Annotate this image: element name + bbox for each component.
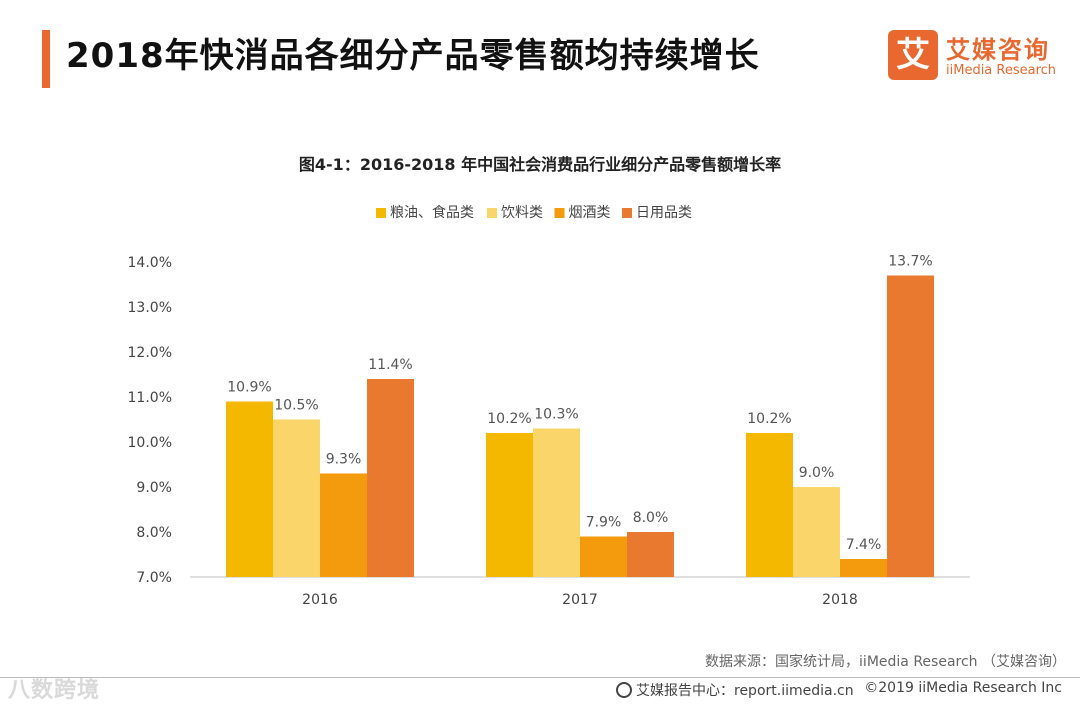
- report-center-link[interactable]: 艾媒报告中心：report.iimedia.cn: [616, 680, 854, 700]
- legend-label-2: 烟酒类: [569, 205, 611, 221]
- data-label: 7.4%: [846, 537, 882, 553]
- bar-2017-2: [580, 536, 627, 577]
- bar-2018-3: [887, 275, 934, 577]
- report-center-text: 艾媒报告中心：report.iimedia.cn: [636, 683, 854, 699]
- bar-2018-2: [840, 559, 887, 577]
- y-tick-label: 7.0%: [136, 570, 172, 586]
- legend-label-3: 日用品类: [636, 205, 692, 221]
- bar-2017-0: [486, 433, 533, 577]
- title-accent-bar: [42, 30, 50, 88]
- x-tick-label: 2016: [302, 592, 338, 608]
- globe-icon: [616, 682, 632, 698]
- page-title: 2018年快消品各细分产品零售额均持续增长: [66, 36, 760, 76]
- y-tick-label: 13.0%: [128, 300, 172, 316]
- y-tick-label: 12.0%: [128, 345, 172, 361]
- bar-2017-1: [533, 428, 580, 577]
- legend-swatch-2: [554, 208, 565, 218]
- data-label: 11.4%: [368, 357, 412, 373]
- data-label: 10.2%: [747, 411, 791, 427]
- x-tick-label: 2017: [562, 592, 598, 608]
- legend-label-1: 饮料类: [501, 205, 543, 221]
- bar-2018-1: [793, 487, 840, 577]
- footer-divider: [0, 677, 1080, 678]
- chart-title: 图4-1：2016-2018 年中国社会消费品行业细分产品零售额增长率: [299, 155, 781, 174]
- bar-2017-3: [627, 532, 674, 577]
- logo-mark: 艾: [888, 30, 938, 80]
- logo-name-cn: 艾媒咨询: [946, 36, 1050, 64]
- copyright: ©2019 iiMedia Research Inc: [864, 680, 1062, 696]
- logo-name-en: iiMedia Research: [946, 63, 1057, 78]
- iimedia-logo: 艾 艾媒咨询 iiMedia Research: [888, 30, 1060, 82]
- bar-2016-3: [367, 379, 414, 577]
- data-label: 10.3%: [534, 407, 578, 423]
- bar-2016-1: [273, 419, 320, 577]
- data-label: 10.9%: [227, 380, 271, 396]
- data-label: 10.2%: [487, 411, 531, 427]
- bar-2016-2: [320, 473, 367, 577]
- watermark: 八数跨境: [8, 678, 101, 703]
- data-label: 9.0%: [799, 465, 835, 481]
- data-label: 7.9%: [586, 515, 622, 531]
- source-note: 数据来源：国家统计局，iiMedia Research （艾媒咨询）: [705, 654, 1066, 670]
- x-tick-label: 2018: [822, 592, 858, 608]
- legend-swatch-1: [487, 208, 497, 218]
- legend-swatch-3: [622, 208, 632, 218]
- y-tick-label: 9.0%: [136, 480, 172, 496]
- data-label: 10.5%: [274, 398, 318, 414]
- data-label: 8.0%: [633, 510, 669, 526]
- data-label: 13.7%: [888, 254, 932, 270]
- bar-2016-0: [226, 401, 273, 577]
- data-label: 9.3%: [326, 452, 362, 468]
- bar-2018-0: [746, 433, 793, 577]
- legend-swatch-0: [376, 208, 386, 218]
- y-tick-label: 14.0%: [128, 255, 172, 271]
- y-tick-label: 10.0%: [128, 435, 172, 451]
- y-tick-label: 11.0%: [128, 390, 172, 406]
- y-tick-label: 8.0%: [136, 525, 172, 541]
- legend-label-0: 粮油、食品类: [390, 204, 474, 221]
